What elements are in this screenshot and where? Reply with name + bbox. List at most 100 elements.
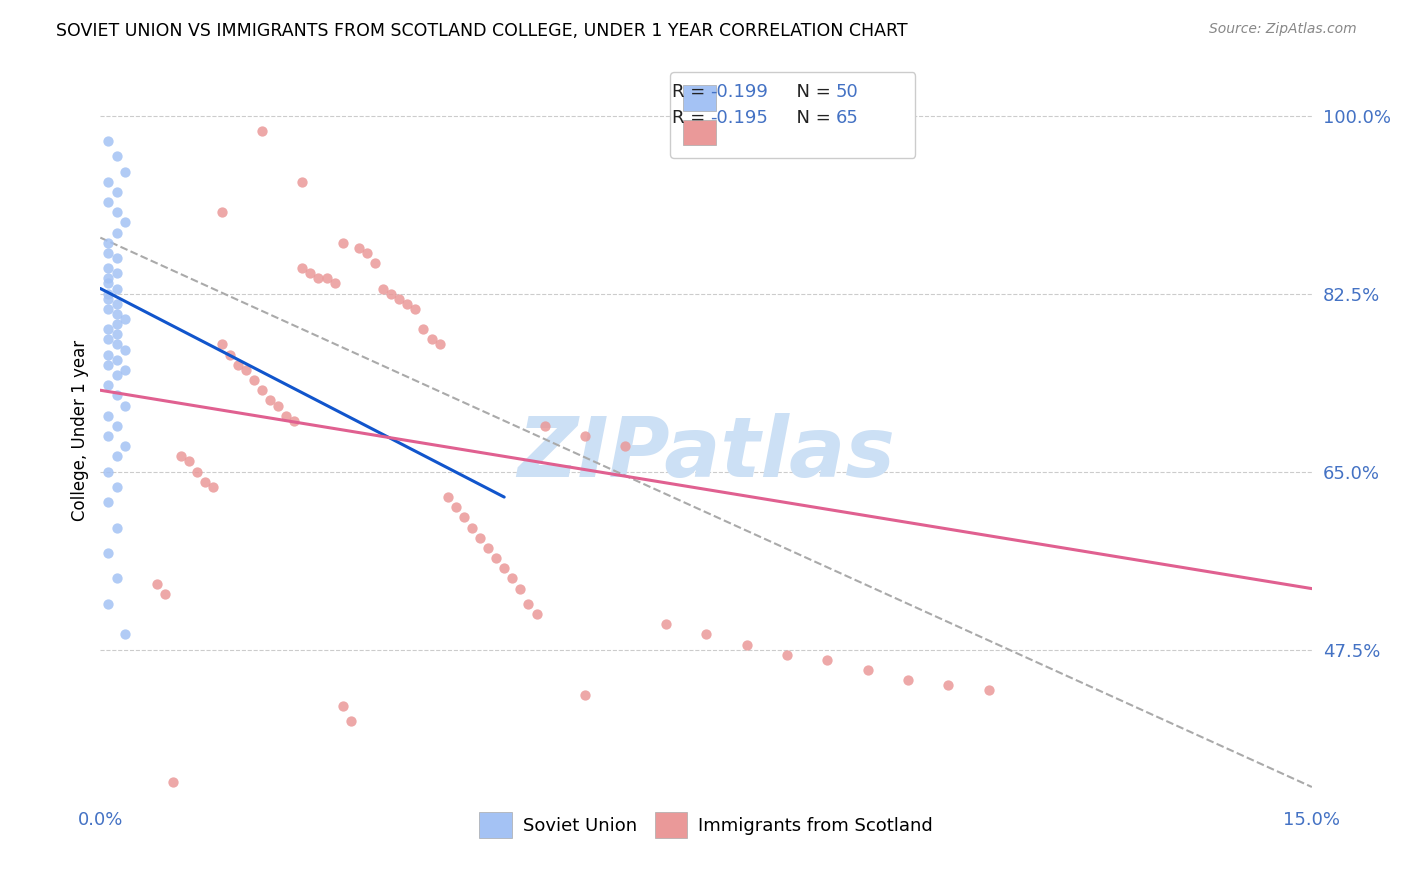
Point [97, 322, 120, 336]
Point [654, 617, 676, 632]
Point [323, 277, 346, 291]
Point [267, 399, 290, 413]
Point [977, 683, 1000, 698]
Point [97, 194, 120, 209]
Point [97, 277, 120, 291]
Point [105, 149, 128, 163]
Point [97, 348, 120, 362]
Point [444, 500, 467, 515]
Point [194, 475, 217, 489]
Point [105, 520, 128, 534]
Point [179, 454, 201, 468]
Point [202, 480, 225, 494]
Point [461, 520, 484, 534]
Point [291, 261, 314, 276]
Point [574, 689, 596, 703]
Point [332, 235, 354, 250]
Point [347, 241, 370, 255]
Text: N =: N = [785, 83, 837, 102]
Point [735, 638, 758, 652]
Point [97, 546, 120, 560]
Point [218, 348, 240, 362]
Point [97, 409, 120, 423]
Text: -0.199: -0.199 [710, 83, 768, 102]
Point [97, 301, 120, 316]
Point [97, 332, 120, 346]
Point [250, 124, 273, 138]
Point [299, 266, 322, 280]
Text: R =: R = [672, 109, 711, 127]
Point [364, 256, 387, 270]
Point [114, 215, 136, 229]
Point [105, 185, 128, 199]
Point [243, 373, 266, 387]
Point [897, 673, 920, 688]
Point [494, 561, 516, 575]
Point [97, 465, 120, 479]
Point [291, 175, 314, 189]
Point [695, 627, 717, 641]
Point [97, 292, 120, 306]
Point [97, 175, 120, 189]
Point [574, 429, 596, 443]
Point [380, 286, 402, 301]
Point [259, 393, 281, 408]
Point [533, 418, 555, 433]
Point [97, 261, 120, 276]
Text: -0.195: -0.195 [710, 109, 768, 127]
Point [105, 388, 128, 402]
Point [105, 352, 128, 367]
Point [105, 327, 128, 342]
Point [436, 490, 458, 504]
Point [105, 297, 128, 311]
Point [420, 332, 443, 346]
Point [396, 297, 419, 311]
Text: ZIPatlas: ZIPatlas [517, 413, 896, 493]
Text: Source: ZipAtlas.com: Source: ZipAtlas.com [1209, 22, 1357, 37]
Point [371, 281, 394, 295]
Point [526, 607, 548, 621]
Point [97, 358, 120, 372]
Point [105, 418, 128, 433]
Point [250, 383, 273, 397]
Point [105, 480, 128, 494]
Point [162, 775, 184, 789]
Point [105, 205, 128, 219]
Point [307, 271, 329, 285]
Point [356, 246, 378, 260]
Point [97, 495, 120, 509]
Point [114, 343, 136, 357]
Y-axis label: College, Under 1 year: College, Under 1 year [72, 341, 89, 522]
Point [517, 597, 540, 611]
Point [453, 510, 475, 524]
Point [114, 439, 136, 453]
Point [485, 551, 508, 566]
Point [97, 134, 120, 148]
Point [468, 531, 491, 545]
Point [170, 450, 193, 464]
Point [339, 714, 361, 728]
Point [146, 576, 169, 591]
Point [477, 541, 499, 555]
Point [388, 292, 411, 306]
Point [856, 663, 879, 677]
Point [114, 399, 136, 413]
Point [211, 205, 233, 219]
Point [105, 281, 128, 295]
Point [332, 698, 354, 713]
Point [97, 286, 120, 301]
Point [105, 337, 128, 351]
Point [274, 409, 297, 423]
Point [97, 378, 120, 392]
Point [97, 246, 120, 260]
Point [105, 450, 128, 464]
Point [97, 429, 120, 443]
Point [114, 312, 136, 326]
Point [509, 582, 531, 596]
Point [114, 164, 136, 178]
Text: R =: R = [672, 83, 711, 102]
Point [614, 439, 637, 453]
Text: 65: 65 [835, 109, 859, 127]
Point [105, 317, 128, 331]
Point [938, 678, 960, 692]
